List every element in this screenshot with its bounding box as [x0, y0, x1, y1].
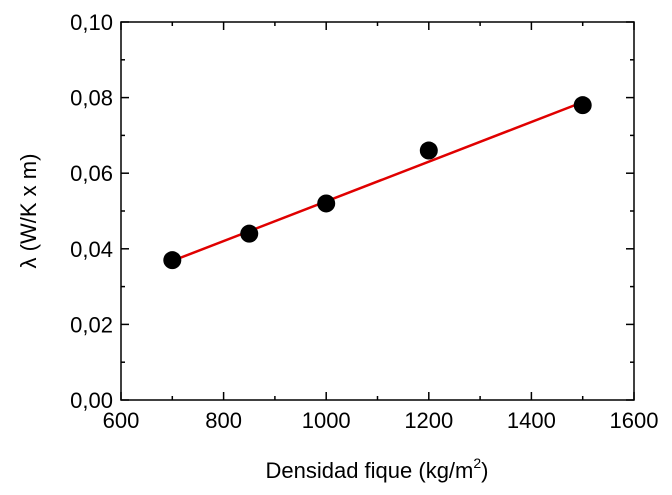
x-tick-label: 600	[103, 408, 140, 433]
data-point	[573, 96, 592, 115]
x-tick-label: 1400	[507, 408, 556, 433]
y-tick-label: 0,02	[70, 312, 113, 337]
axis-ticks	[120, 21, 635, 401]
data-point	[163, 251, 182, 270]
y-tick-label: 0,06	[70, 161, 113, 186]
fit-line-group	[171, 100, 584, 263]
y-tick-label: 0,10	[70, 10, 113, 35]
y-tick-label: 0,04	[70, 237, 113, 262]
data-point	[317, 194, 336, 213]
x-tick-label: 1000	[302, 408, 351, 433]
y-axis-title: λ (W/K x m)	[16, 154, 41, 269]
y-tick-label: 0,08	[70, 86, 113, 111]
fit-line	[171, 100, 584, 263]
plot-frame	[120, 21, 635, 401]
x-tick-label: 800	[205, 408, 242, 433]
data-point	[419, 141, 438, 160]
axis-tick-labels: 600 800 1000 1200 1400 1600 0,00 0,02 0,04 0,06 0,…	[70, 10, 658, 433]
x-axis-title: Densidad fique (kg/m2)	[265, 455, 488, 483]
x-tick-label: 1200	[404, 408, 453, 433]
data-points-group	[163, 96, 592, 270]
y-tick-label: 0,00	[70, 388, 113, 413]
data-point	[240, 224, 259, 243]
x-tick-label: 1600	[610, 408, 659, 433]
